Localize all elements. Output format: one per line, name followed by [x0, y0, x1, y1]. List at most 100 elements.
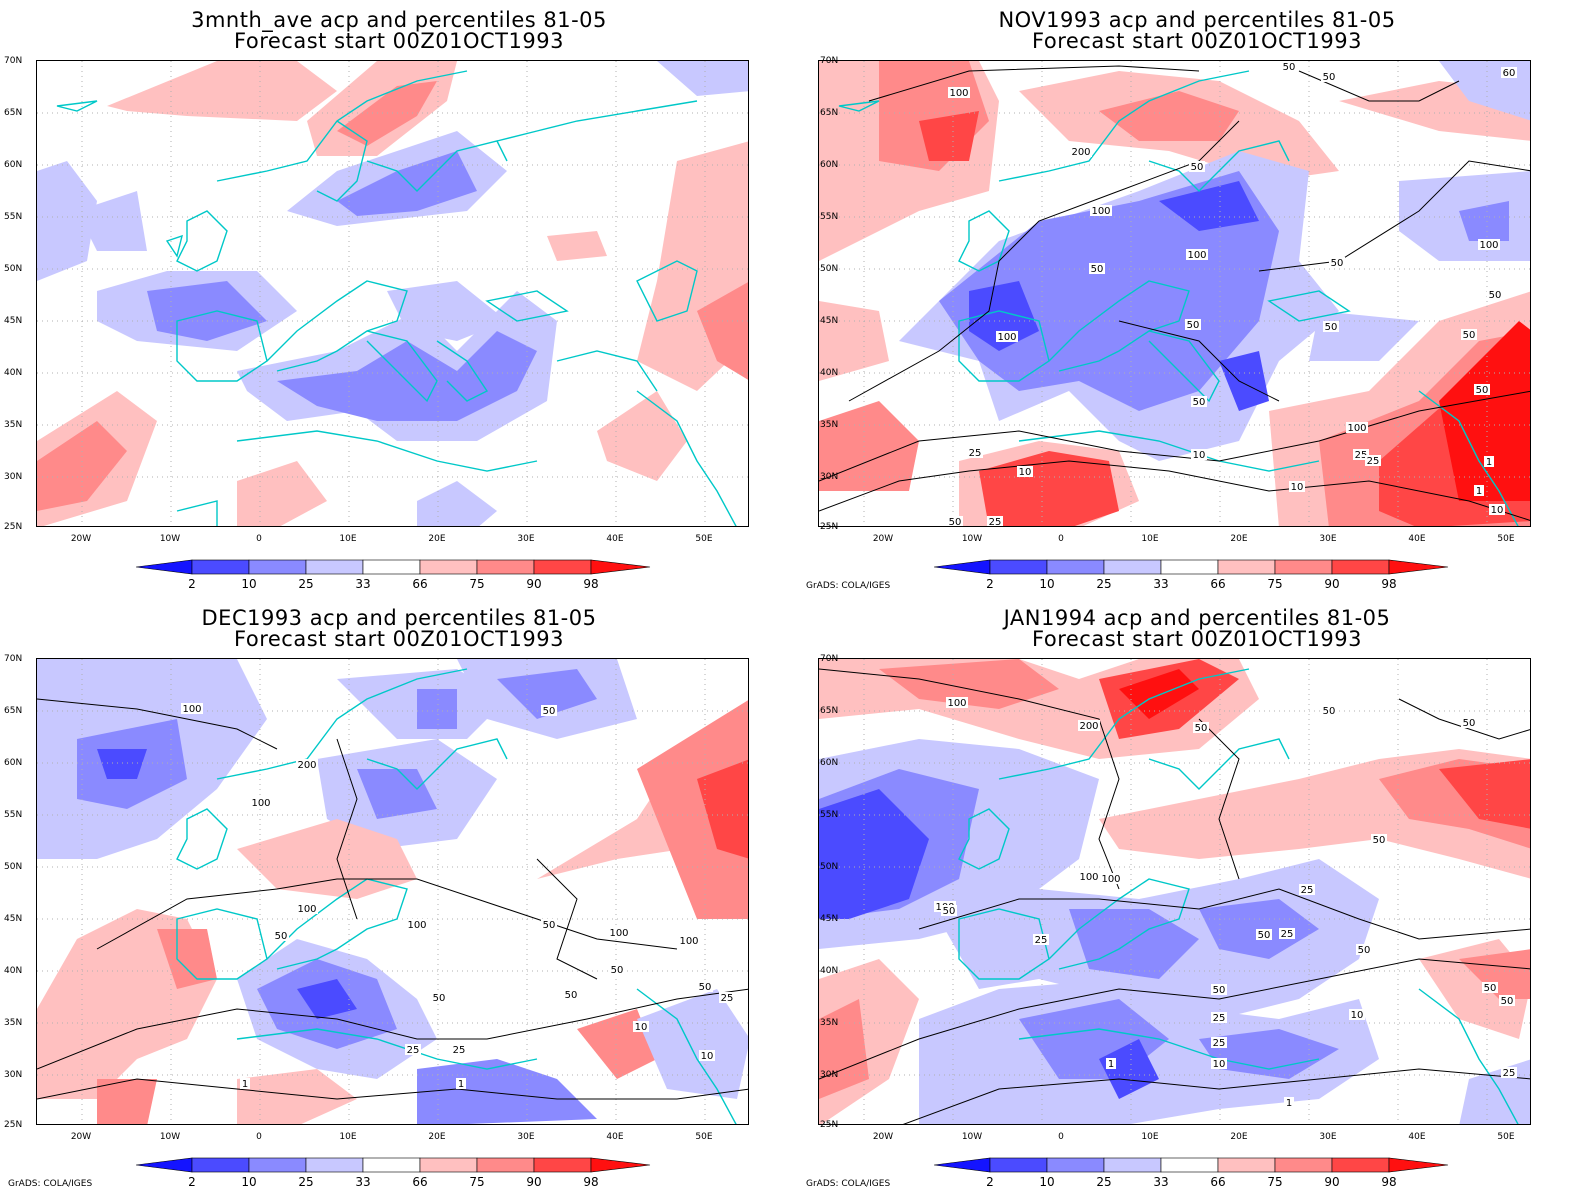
svg-text:50: 50 — [1358, 945, 1371, 956]
lat-label: 50N — [4, 264, 23, 274]
colorbar-segment — [1217, 559, 1276, 575]
colorbar-label: 90 — [526, 577, 542, 591]
panel-jan1994: JAN1994 acp and percentiles 81-05 Foreca… — [798, 598, 1596, 1196]
contour-label: 100 — [250, 797, 272, 809]
contour-label: 25 — [1211, 1012, 1227, 1024]
colorbar-segment — [362, 1157, 421, 1173]
contour-label: 25 — [405, 1044, 421, 1056]
lat-label: 65N — [4, 108, 23, 118]
colorbar-segment — [1388, 559, 1449, 575]
contour-label: 200 — [1078, 720, 1100, 732]
percentile-shading — [37, 61, 748, 526]
coastlines — [838, 70, 1519, 526]
lon-label: 0 — [1058, 1132, 1064, 1142]
svg-text:10: 10 — [635, 1022, 648, 1033]
colorbar-segment — [989, 559, 1048, 575]
lat-label: 60N — [4, 758, 23, 768]
svg-text:10: 10 — [1193, 450, 1206, 461]
lat-label: 45N — [820, 914, 839, 924]
lon-label: 10E — [1141, 1132, 1159, 1142]
svg-text:50: 50 — [275, 931, 288, 942]
contour-label: 10 — [1289, 481, 1305, 493]
svg-text:100: 100 — [609, 928, 628, 939]
colorbar-svg — [136, 1157, 651, 1173]
contour-label: 50 — [1185, 319, 1201, 331]
contour-label: 50 — [1256, 929, 1272, 941]
colorbar-label: 66 — [1210, 577, 1226, 591]
lon-label: 10W — [961, 534, 983, 544]
panel-dec1993: DEC1993 acp and percentiles 81-05 Foreca… — [0, 598, 798, 1196]
svg-text:1: 1 — [1108, 1059, 1114, 1070]
map-svg — [37, 61, 748, 526]
contour-label: 50 — [541, 919, 557, 931]
contour-label: 50 — [273, 930, 289, 942]
svg-text:25: 25 — [1367, 456, 1380, 467]
lat-label: 30N — [4, 1070, 23, 1080]
contour-label: 100 — [608, 927, 630, 939]
panel-subtitle: Forecast start 00Z01OCT1993 — [234, 627, 564, 651]
lat-label: 50N — [4, 862, 23, 872]
map-area[interactable]: 100 50 200 100 100 50 100 50 100 50 100 50 25 50 50 25 1… — [36, 658, 749, 1125]
svg-text:200: 200 — [297, 760, 316, 771]
map-area[interactable]: 1002005050505010010010050252550505050255… — [818, 658, 1531, 1125]
svg-text:50: 50 — [1195, 723, 1208, 734]
contour-label: 50 — [1461, 329, 1477, 341]
lat-label: 50N — [820, 862, 839, 872]
lon-label: 50E — [695, 534, 713, 544]
svg-text:50: 50 — [1463, 330, 1476, 341]
svg-text:50: 50 — [611, 965, 624, 976]
svg-text:100: 100 — [1187, 250, 1206, 261]
panel-title: 3mnth_ave acp and percentiles 81-05 — [191, 8, 607, 32]
lon-label: 20E — [1230, 1132, 1248, 1142]
lon-label: 20W — [70, 534, 92, 544]
svg-text:50: 50 — [1191, 162, 1204, 173]
svg-text:50: 50 — [1484, 983, 1497, 994]
svg-text:50: 50 — [1091, 264, 1104, 275]
lat-label: 35N — [820, 1018, 839, 1028]
contour-label: 1 — [1284, 1097, 1294, 1109]
lat-label: 40N — [4, 368, 23, 378]
contour-label: 25 — [1365, 455, 1381, 467]
lat-label: 65N — [820, 706, 839, 716]
colorbar-segment — [419, 1157, 478, 1173]
svg-text:10: 10 — [1351, 1010, 1364, 1021]
svg-text:100: 100 — [949, 88, 968, 99]
lon-label: 40E — [1408, 1132, 1426, 1142]
svg-text:100: 100 — [1479, 240, 1498, 251]
lat-label: 35N — [820, 420, 839, 430]
contour-label: 50 — [1211, 984, 1227, 996]
lon-label: 20E — [428, 534, 446, 544]
lon-label: 20E — [428, 1132, 446, 1142]
contour-label: 25 — [1033, 934, 1049, 946]
svg-text:50: 50 — [433, 993, 446, 1004]
colorbar-label: 66 — [412, 577, 428, 591]
contour-label: 25 — [1279, 928, 1295, 940]
svg-text:10: 10 — [1291, 482, 1304, 493]
svg-text:25: 25 — [407, 1045, 420, 1056]
lat-label: 70N — [820, 654, 839, 664]
lon-label: 30E — [1319, 1132, 1337, 1142]
lat-label: 55N — [4, 212, 23, 222]
contour-label: 100 — [1100, 873, 1122, 885]
lon-label: 0 — [256, 1132, 262, 1142]
contour-label: 100 — [1090, 205, 1112, 217]
map-area[interactable] — [36, 60, 749, 527]
colorbar-segment — [1160, 559, 1219, 575]
colorbar-segment — [248, 1157, 307, 1173]
panel-nov1993: NOV1993 acp and percentiles 81-05 Foreca… — [798, 0, 1596, 598]
svg-text:1: 1 — [458, 1079, 464, 1090]
lat-label: 70N — [820, 56, 839, 66]
svg-text:50: 50 — [1258, 930, 1271, 941]
lat-label: 60N — [820, 758, 839, 768]
contour-label: 50 — [1474, 384, 1490, 396]
contour-label: 1 — [1106, 1058, 1116, 1070]
contour-label: 25 — [987, 516, 1003, 526]
map-area[interactable]: 100 50 50 60 100 200 50 100 50 100 50 50 100 50 50 50 50… — [818, 60, 1531, 527]
contour-label: 50 — [1461, 717, 1477, 729]
panel-subtitle: Forecast start 00Z01OCT1993 — [1032, 29, 1362, 53]
panel-title: NOV1993 acp and percentiles 81-05 — [998, 8, 1396, 32]
lat-label: 55N — [4, 810, 23, 820]
svg-text:25: 25 — [721, 993, 734, 1004]
contour-label: 1 — [1484, 456, 1494, 468]
svg-text:100: 100 — [297, 904, 316, 915]
